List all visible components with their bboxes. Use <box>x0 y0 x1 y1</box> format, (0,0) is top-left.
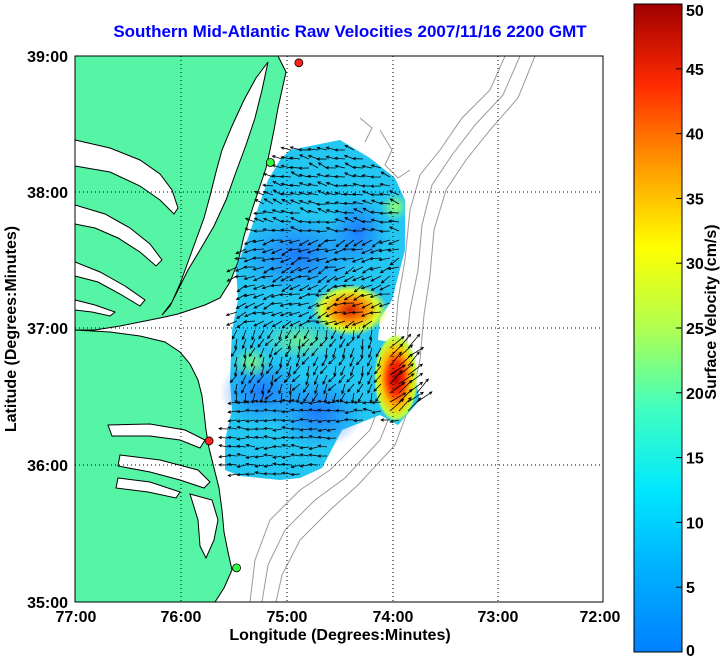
colorbar-scale <box>633 3 683 653</box>
x-tick-label: 76:00 <box>161 609 202 626</box>
y-tick-label: 38:00 <box>27 185 68 202</box>
colorbar-tick-label: 20 <box>686 386 704 403</box>
colorbar-tick-label: 35 <box>686 191 704 208</box>
x-tick-label: 75:00 <box>267 609 308 626</box>
colorbar-label: Surface Velocity (cm/s) <box>703 224 720 399</box>
station-marker <box>265 158 275 167</box>
colorbar-tick-label: 15 <box>686 451 704 468</box>
y-tick-label: 37:00 <box>27 321 68 338</box>
x-tick-labels: 77:00 76:00 75:00 74:00 73:00 72:00 <box>56 609 621 626</box>
y-tick-labels: 39:00 38:00 37:00 36:00 35:00 <box>27 49 68 612</box>
y-tick-label: 35:00 <box>27 595 68 612</box>
colorbar-tick-label: 5 <box>686 580 695 597</box>
bathymetry-contours <box>249 56 536 602</box>
x-tick-label: 73:00 <box>478 609 519 626</box>
colorbar-tick-label: 0 <box>686 643 695 659</box>
map-title: Southern Mid-Atlantic Raw Velocities 200… <box>113 22 587 41</box>
y-tick-label: 36:00 <box>27 458 68 475</box>
colorbar-tick-label: 10 <box>686 515 704 532</box>
velocity-arrows <box>218 144 433 477</box>
colorbar-tick-label: 50 <box>686 3 704 20</box>
y-tick-label: 39:00 <box>27 49 68 66</box>
plot-frame <box>74 55 604 603</box>
colorbar-tick-label: 30 <box>686 256 704 273</box>
x-tick-label: 74:00 <box>373 609 414 626</box>
colorbar-tick-label: 40 <box>686 127 704 144</box>
colorbar-tick-label: 25 <box>686 321 704 338</box>
y-axis-label: Latitude (Degrees:Minutes) <box>3 226 20 432</box>
station-marker <box>204 436 214 446</box>
station-marker <box>232 563 241 573</box>
radar-stations <box>204 58 304 573</box>
x-axis-label: Longitude (Degrees:Minutes) <box>229 627 450 644</box>
station-marker <box>294 58 304 68</box>
chesapeake-bay <box>75 61 269 560</box>
x-tick-label: 77:00 <box>56 609 97 626</box>
map-plot-area <box>75 56 603 602</box>
x-tick-label: 72:00 <box>580 609 621 626</box>
grid-lines <box>75 56 603 602</box>
colorbar-tick-label: 45 <box>686 62 704 79</box>
